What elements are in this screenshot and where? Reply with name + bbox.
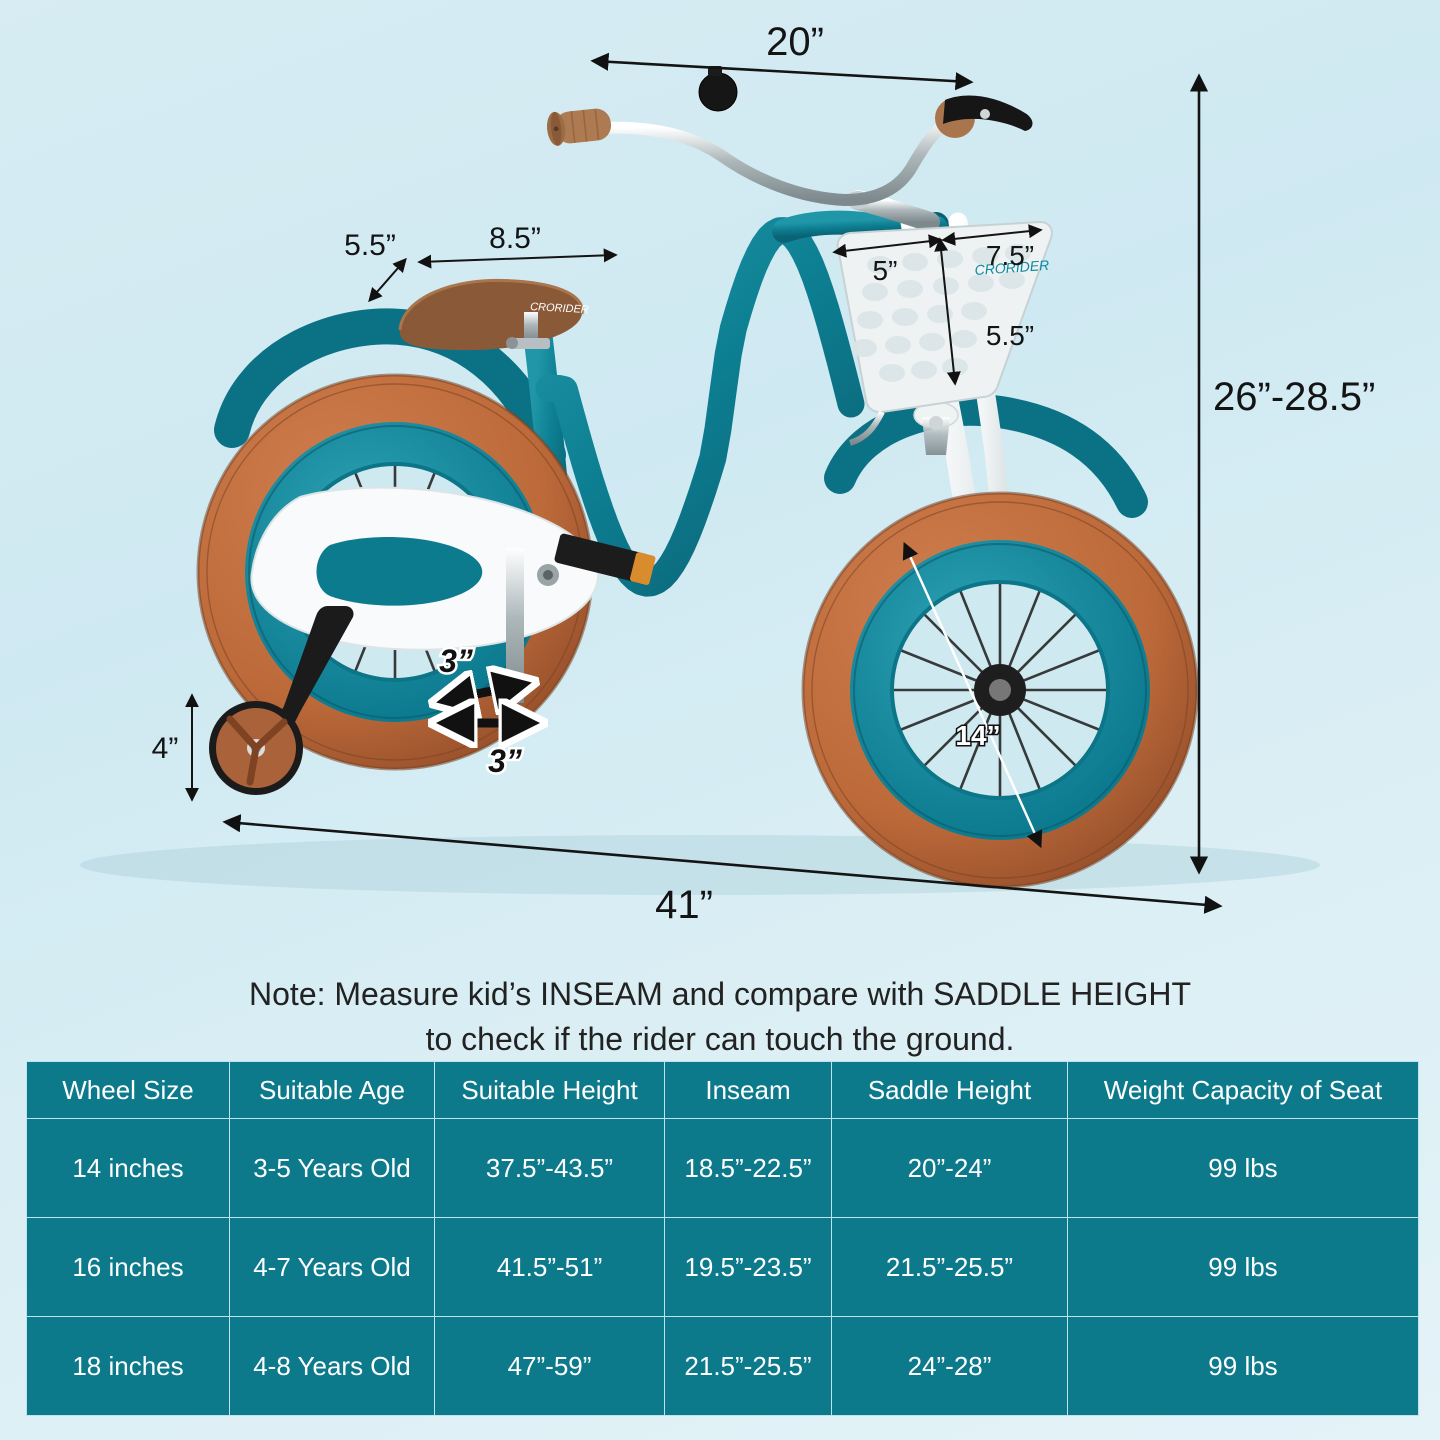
svg-text:4”: 4”	[152, 732, 179, 765]
svg-text:5.5”: 5.5”	[344, 229, 396, 262]
svg-text:8.5”: 8.5”	[489, 222, 541, 255]
svg-text:3”: 3”	[488, 743, 522, 779]
svg-text:3”: 3”	[439, 643, 473, 679]
svg-text:7.5”: 7.5”	[986, 240, 1034, 271]
svg-text:14”: 14”	[955, 720, 1000, 751]
svg-text:20”: 20”	[766, 20, 824, 64]
svg-text:41”: 41”	[655, 883, 713, 927]
svg-text:5”: 5”	[873, 255, 898, 286]
svg-text:26”-28.5”: 26”-28.5”	[1213, 375, 1375, 419]
svg-text:5.5”: 5.5”	[986, 320, 1034, 351]
